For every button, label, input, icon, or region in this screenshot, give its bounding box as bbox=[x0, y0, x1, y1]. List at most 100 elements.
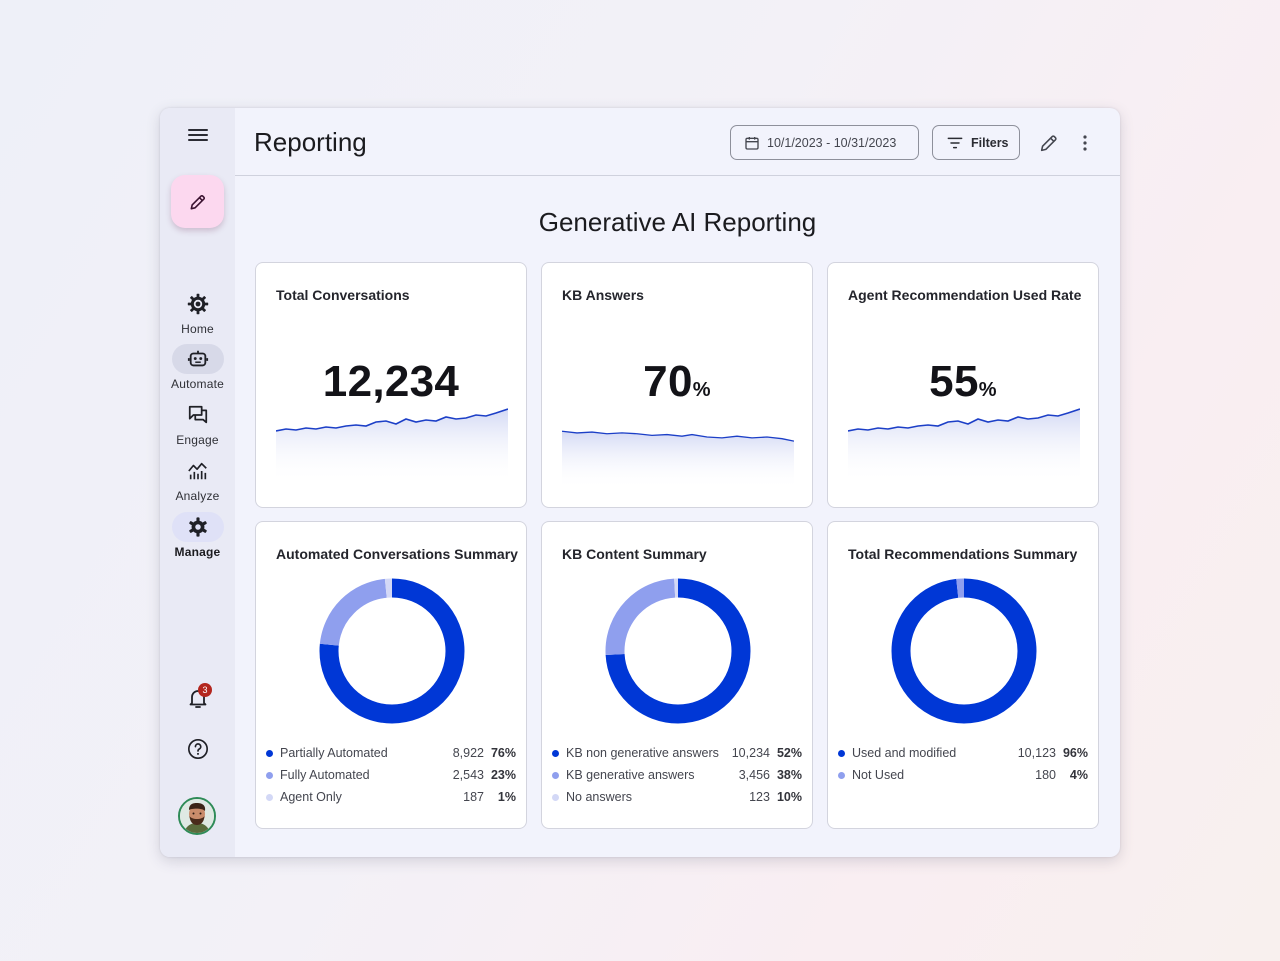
metric-value: 70% bbox=[643, 357, 711, 406]
legend-item: Partially Automated 8,922 76% bbox=[266, 742, 516, 764]
legend-value: 10,123 bbox=[1017, 746, 1056, 760]
avatar-face-icon bbox=[180, 799, 214, 833]
compose-button[interactable] bbox=[171, 175, 224, 228]
legend-percent: 96% bbox=[1062, 746, 1088, 760]
summary-card-title: KB Content Summary bbox=[562, 546, 707, 562]
donut-slice bbox=[891, 578, 1037, 724]
filter-icon bbox=[947, 137, 963, 148]
legend-label: Used and modified bbox=[852, 746, 957, 760]
navigation-rail: Home Automate bbox=[160, 108, 235, 857]
pencil-icon bbox=[190, 194, 205, 209]
legend-value: 187 bbox=[463, 790, 484, 804]
home-gear-icon bbox=[187, 293, 208, 315]
donut-chart bbox=[605, 578, 751, 724]
chart-legend: Partially Automated 8,922 76% Fully Automat… bbox=[266, 742, 516, 808]
summary-card-title: Total Recommendations Summary bbox=[848, 546, 1078, 562]
nav-label-analyze: Analyze bbox=[175, 489, 220, 503]
legend-swatch bbox=[552, 771, 559, 779]
metric-card-title: KB Answers bbox=[562, 287, 644, 303]
filters-label: Filters bbox=[971, 135, 1009, 150]
legend-label: No answers bbox=[566, 790, 632, 804]
chart-legend: Used and modified 10,123 96% Not Used 180 4% bbox=[838, 742, 1088, 786]
sparkline-chart bbox=[276, 408, 508, 483]
date-range-label: 10/1/2023 - 10/31/2023 bbox=[767, 135, 897, 150]
legend-swatch bbox=[838, 771, 845, 779]
legend-swatch bbox=[266, 771, 273, 779]
legend-percent: 38% bbox=[776, 768, 802, 782]
summary-card-title: Automated Conversations Summary bbox=[276, 546, 518, 562]
legend-percent: 76% bbox=[490, 746, 516, 760]
legend-swatch bbox=[266, 749, 273, 757]
analytics-icon bbox=[187, 462, 207, 480]
legend-item: KB generative answers 3,456 38% bbox=[552, 764, 802, 786]
donut-chart bbox=[891, 578, 1037, 724]
donut-chart bbox=[319, 578, 465, 724]
legend-item: Agent Only 187 1% bbox=[266, 786, 516, 808]
donut-slice bbox=[605, 578, 751, 724]
metric-value: 55% bbox=[929, 357, 997, 406]
chat-icon bbox=[188, 405, 207, 424]
donut-slice bbox=[891, 578, 1037, 724]
gear-icon bbox=[188, 517, 207, 537]
nav-item-manage[interactable]: Manage bbox=[160, 512, 235, 559]
legend-value: 123 bbox=[749, 790, 770, 804]
legend-value: 3,456 bbox=[738, 768, 770, 782]
sparkline-chart bbox=[848, 408, 1080, 483]
summary-card-recommendations: Total Recommendations Summary Used and m… bbox=[827, 521, 1099, 829]
legend-label: Partially Automated bbox=[280, 746, 388, 760]
robot-icon bbox=[187, 350, 208, 367]
legend-label: KB generative answers bbox=[566, 768, 695, 782]
more-vertical-icon[interactable] bbox=[1077, 132, 1093, 154]
nav-label-home: Home bbox=[181, 322, 214, 336]
metric-card-kb-answers: KB Answers 70% bbox=[541, 262, 813, 508]
legend-swatch bbox=[266, 793, 273, 801]
legend-item: KB non generative answers 10,234 52% bbox=[552, 742, 802, 764]
legend-percent: 23% bbox=[490, 768, 516, 782]
nav-item-analyze[interactable]: Analyze bbox=[160, 456, 235, 503]
nav-label-engage: Engage bbox=[176, 433, 219, 447]
top-app-bar: Reporting 10/1/2023 - 10/31/2023 Filters bbox=[235, 108, 1120, 176]
filters-button[interactable]: Filters bbox=[932, 125, 1020, 160]
page-title: Reporting bbox=[254, 127, 367, 157]
legend-value: 2,543 bbox=[452, 768, 484, 782]
legend-item: No answers 123 10% bbox=[552, 786, 802, 808]
nav-label-manage: Manage bbox=[174, 545, 221, 559]
metric-card-total-conversations: Total Conversations 12,234 bbox=[255, 262, 527, 508]
legend-percent: 4% bbox=[1069, 768, 1088, 782]
metric-card-title: Total Conversations bbox=[276, 287, 410, 303]
notification-badge: 3 bbox=[198, 683, 212, 697]
sparkline-chart bbox=[562, 430, 794, 489]
report-title: Generative AI Reporting bbox=[538, 207, 817, 237]
legend-value: 8,922 bbox=[452, 746, 484, 760]
legend-item: Not Used 180 4% bbox=[838, 764, 1088, 786]
legend-label: Not Used bbox=[852, 768, 905, 782]
metric-value: 12,234 bbox=[322, 357, 460, 406]
legend-label: Agent Only bbox=[280, 790, 342, 804]
summary-card-automated: Automated Conversations Summary Partiall… bbox=[255, 521, 527, 829]
legend-label: KB non generative answers bbox=[566, 746, 719, 760]
legend-label: Fully Automated bbox=[280, 768, 370, 782]
edit-icon[interactable] bbox=[1038, 132, 1060, 154]
legend-percent: 10% bbox=[776, 790, 802, 804]
donut-slice bbox=[605, 578, 751, 724]
nav-item-home[interactable]: Home bbox=[160, 289, 235, 336]
calendar-icon bbox=[745, 136, 759, 150]
app-window: Home Automate bbox=[160, 108, 1120, 857]
user-avatar[interactable] bbox=[178, 797, 216, 835]
menu-icon[interactable] bbox=[186, 126, 210, 144]
chart-legend: KB non generative answers 10,234 52% KB gen… bbox=[552, 742, 802, 808]
legend-value: 180 bbox=[1035, 768, 1056, 782]
legend-percent: 1% bbox=[497, 790, 516, 804]
nav-label-automate: Automate bbox=[171, 377, 224, 391]
metric-card-title: Agent Recommendation Used Rate bbox=[848, 287, 1082, 303]
date-range-button[interactable]: 10/1/2023 - 10/31/2023 bbox=[730, 125, 919, 160]
legend-swatch bbox=[552, 793, 559, 801]
legend-item: Used and modified 10,123 96% bbox=[838, 742, 1088, 764]
summary-card-kb-content: KB Content Summary KB non generative ans… bbox=[541, 521, 813, 829]
donut-slice bbox=[319, 578, 465, 724]
metric-card-agent-recommendation: Agent Recommendation Used Rate 55% bbox=[827, 262, 1099, 508]
legend-item: Fully Automated 2,543 23% bbox=[266, 764, 516, 786]
nav-item-engage[interactable]: Engage bbox=[160, 400, 235, 447]
help-icon[interactable] bbox=[187, 738, 209, 760]
nav-item-automate[interactable]: Automate bbox=[160, 344, 235, 391]
